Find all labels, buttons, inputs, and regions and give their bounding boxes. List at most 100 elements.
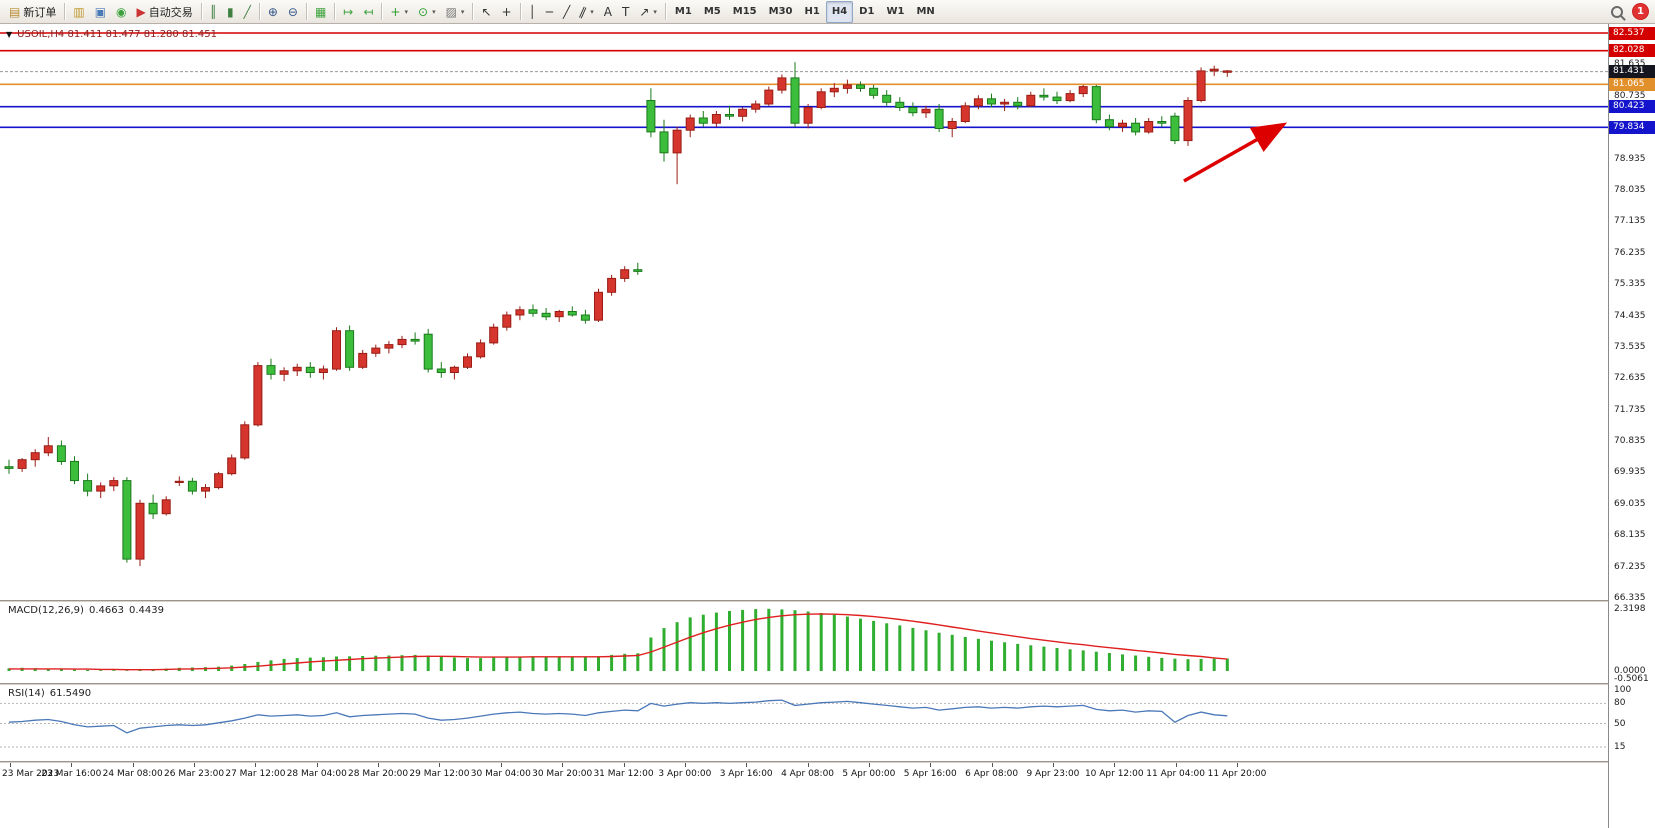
time-label: 23 Mar 16:00 [41, 769, 102, 779]
arrows-button[interactable]: ↗ ▾ [634, 1, 662, 23]
new-order-icon: ▤ [9, 4, 21, 19]
chart-shift-button[interactable]: ↤ [358, 1, 378, 23]
text-label-icon: T [622, 4, 630, 19]
arrow-tool-icon: ↗ [639, 4, 650, 19]
time-label: 5 Apr 16:00 [903, 769, 957, 779]
time-tick [1114, 763, 1116, 767]
horizontal-line-button[interactable]: ─ [541, 1, 558, 23]
chart-shift-icon: ↤ [363, 4, 374, 19]
line-chart-button[interactable]: ╱ [239, 1, 256, 23]
time-label: 28 Mar 04:00 [286, 769, 347, 779]
level-price-badge: 82.028 [1609, 44, 1655, 58]
chevron-down-icon: ▾ [460, 7, 465, 16]
auto-trading-button[interactable]: ▶ 自动交易 [132, 1, 198, 23]
new-order-label: 新订单 [23, 5, 57, 19]
vertical-line-button[interactable]: │ [524, 1, 541, 23]
macd-value-signal: 0.4439 [128, 605, 164, 616]
price-tick: 69.935 [1614, 467, 1646, 478]
clock-icon: ⊙ [418, 4, 429, 19]
text-button[interactable]: A [599, 1, 617, 23]
timeframe-w1-button[interactable]: W1 [886, 6, 905, 17]
zoom-in-button[interactable]: ⊕ [263, 1, 283, 23]
chart-title: ▼ USOIL,H4 81.411 81.477 81.280 81.451 [6, 29, 217, 40]
price-tick: 70.835 [1614, 436, 1646, 447]
tile-windows-button[interactable]: ▦ [310, 1, 331, 23]
macd-panel-divider[interactable] [0, 600, 1655, 602]
toolbar-separator [519, 3, 521, 20]
time-label: 24 Mar 08:00 [102, 769, 163, 779]
equidistant-channel-button[interactable]: ∥ ▾ [575, 1, 599, 23]
price-tick: 71.735 [1614, 404, 1646, 415]
time-axis-divider[interactable] [0, 761, 1655, 763]
time-label: 23 Mar 2023 [2, 769, 60, 779]
toolbar-separator [472, 3, 474, 20]
horizontal-line-icon: ─ [545, 4, 554, 19]
price-tick: 80.735 [1614, 90, 1646, 101]
rsi-axis-label: 100 [1614, 685, 1632, 695]
market-watch-icon: ▣ [94, 4, 107, 19]
time-tick [1237, 763, 1238, 767]
timeframe-m30-button[interactable]: M30 [768, 6, 793, 17]
timeframe-m1-button[interactable]: M1 [674, 6, 692, 17]
time-label: 4 Apr 08:00 [781, 769, 835, 779]
navigator-button[interactable]: ◉ [111, 1, 131, 23]
macd-value-main: 0.4663 [88, 605, 124, 616]
bar-chart-button[interactable]: ║ [205, 1, 222, 23]
timeframe-m5-button[interactable]: M5 [703, 6, 721, 17]
price-tick: 77.135 [1614, 216, 1646, 227]
time-tick [1052, 763, 1054, 767]
trendline-button[interactable]: ╱ [558, 1, 575, 23]
timeframe-h1-button[interactable]: H1 [804, 6, 820, 17]
arrow-annotation[interactable] [1183, 122, 1288, 183]
one-click-trading-toggle[interactable]: ▼ [6, 30, 13, 39]
time-tick [194, 763, 196, 767]
price-axis[interactable]: 81.635 80.735 78.935 78.035 77.135 76.235 75.3… [1608, 24, 1655, 828]
macd-panel-canvas[interactable] [0, 602, 1608, 683]
timeframe-h4-button[interactable]: H4 [825, 0, 854, 23]
time-tick [1175, 763, 1177, 767]
price-level-lines[interactable] [0, 32, 1608, 129]
main-chart-canvas[interactable] [0, 24, 1608, 600]
tile-windows-icon: ▦ [314, 4, 327, 19]
periods-button[interactable]: ⊙ ▾ [413, 1, 441, 23]
chart-window-icon: ▥ [73, 4, 85, 19]
time-label: 30 Mar 04:00 [470, 769, 531, 779]
crosshair-icon: + [501, 4, 512, 19]
timeframe-d1-button[interactable]: D1 [859, 6, 875, 17]
price-tick: 78.035 [1614, 184, 1646, 195]
time-tick [378, 763, 380, 767]
time-axis: 23 Mar 2023 23 Mar 16:00 24 Mar 08:00 26 Ma… [0, 763, 1608, 828]
timeframe-m15-button[interactable]: M15 [732, 6, 757, 17]
crosshair-button[interactable]: + [497, 1, 517, 23]
cursor-icon: ↖ [481, 4, 492, 19]
toolbar-buttons: ▤ 新订单 ▥ ▣ ◉ ▶ 自动交易 ║ ▮ ╱ ⊕ ⊖ ▦ ↦ ↤ + ▾ ⊙ ▾ ▨ ▾ ↖ + │ ─ ╱ ∥ ▾ A T ↗ ▾ M1 M… [4, 0, 941, 23]
search-icon[interactable] [1611, 5, 1623, 18]
macd-axis-label: 0.0000 [1614, 666, 1646, 676]
rsi-label: RSI(14) 61.5490 [8, 688, 91, 699]
indicators-button[interactable]: + ▾ [385, 1, 413, 23]
rsi-panel-canvas[interactable] [0, 685, 1608, 761]
line-chart-icon: ╱ [243, 4, 251, 19]
time-tick [623, 763, 625, 767]
new-order-button[interactable]: ▤ 新订单 [4, 1, 61, 23]
price-tick: 81.635 [1614, 59, 1646, 69]
toolbar-separator [334, 3, 336, 20]
templates-button[interactable]: ▨ ▾ [441, 1, 470, 23]
rsi-panel-divider[interactable] [0, 683, 1655, 685]
auto-scroll-button[interactable]: ↦ [338, 1, 358, 23]
market-watch-button[interactable]: ▣ [90, 1, 111, 23]
timeframe-mn-button[interactable]: MN [916, 6, 935, 17]
cursor-button[interactable]: ↖ [476, 1, 496, 23]
notification-badge[interactable]: 1 [1633, 4, 1648, 19]
text-label-button[interactable]: T [617, 1, 634, 23]
chart-window-button[interactable]: ▥ [68, 1, 89, 23]
price-tick: 74.435 [1614, 310, 1646, 321]
candlestick-chart-button[interactable]: ▮ [222, 1, 239, 23]
time-tick [132, 763, 134, 767]
toolbar: ▤ 新订单 ▥ ▣ ◉ ▶ 自动交易 ║ ▮ ╱ ⊕ ⊖ ▦ ↦ ↤ + ▾ ⊙ ▾ ▨ ▾ ↖ + │ ─ ╱ ∥ ▾ A T ↗ ▾ M1 M… [0, 0, 1655, 24]
auto-trading-icon: ▶ [136, 4, 146, 19]
zoom-out-button[interactable]: ⊖ [283, 1, 303, 23]
chart-window: ▼ USOIL,H4 81.411 81.477 81.280 81.451 M… [0, 24, 1655, 828]
zoom-in-icon: ⊕ [267, 4, 278, 19]
time-tick [500, 763, 502, 767]
